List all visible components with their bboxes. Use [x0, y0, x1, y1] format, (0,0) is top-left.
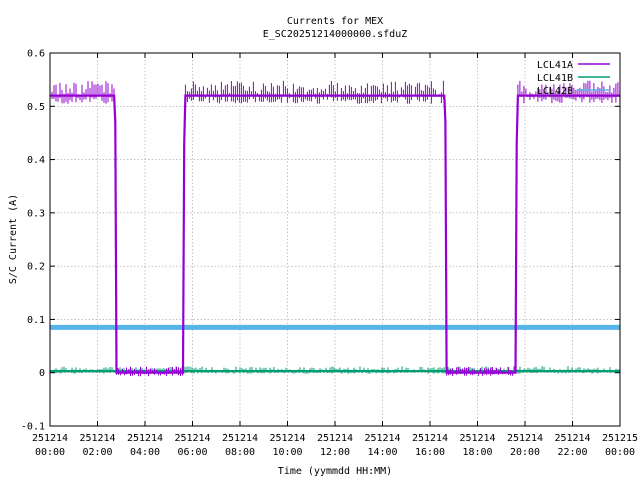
x-tick-label-date: 251214 [269, 433, 305, 444]
chart-title: Currents for MEX [287, 16, 383, 27]
y-tick-label: 0.1 [27, 315, 45, 326]
x-tick-label-time: 04:00 [130, 447, 160, 458]
x-tick-label-time: 20:00 [510, 447, 540, 458]
series-layer [49, 80, 621, 377]
axis-ticks: -0.1 0 0.1 0.2 0.3 0.4 0.5 0.6 251214 00:00 251214… [21, 49, 638, 459]
x-tick-label-time: 12:00 [320, 447, 350, 458]
x-tick-label-date: 251215 [602, 433, 638, 444]
plot-frame [49, 52, 621, 427]
x-tick-label-time: 06:00 [177, 447, 207, 458]
x-tick-label-time: 02:00 [82, 447, 112, 458]
x-tick-label-time: 08:00 [225, 447, 255, 458]
x-tick-label-date: 251214 [317, 433, 353, 444]
x-tick-label-date: 251214 [174, 433, 210, 444]
y-tick-label: 0.4 [27, 155, 45, 166]
y-tick-label: 0.5 [27, 102, 45, 113]
legend-label-lcl42b: LCL42B [537, 86, 573, 97]
x-tick-label-time: 00:00 [605, 447, 635, 458]
legend-label-lcl41b: LCL41B [537, 73, 573, 84]
legend: LCL41A LCL41B LCL42B [537, 60, 610, 97]
x-tick-label-date: 251214 [412, 433, 448, 444]
x-tick-label-date: 251214 [222, 433, 258, 444]
x-tick-label-date: 251214 [459, 433, 495, 444]
x-tick-label-date: 251214 [127, 433, 163, 444]
x-tick-label-time: 10:00 [272, 447, 302, 458]
y-tick-label: 0.2 [27, 262, 45, 273]
x-tick-label-time: 22:00 [557, 447, 587, 458]
y-tick-label: 0 [39, 368, 45, 379]
y-tick-label: 0.3 [27, 208, 45, 219]
x-tick-label-date: 251214 [507, 433, 543, 444]
y-axis-label: S/C Current (A) [8, 194, 19, 284]
x-tick-label-date: 251214 [32, 433, 68, 444]
y-tick-label: -0.1 [21, 422, 45, 433]
x-tick-label-date: 251214 [79, 433, 115, 444]
legend-label-lcl41a: LCL41A [537, 60, 573, 71]
x-tick-label-date: 251214 [554, 433, 590, 444]
x-axis-label: Time (yymmdd HH:MM) [278, 466, 392, 477]
y-tick-label: 0.6 [27, 49, 45, 60]
x-tick-label-time: 18:00 [462, 447, 492, 458]
chart-subtitle: E_SC20251214000000.sfduZ [263, 29, 408, 40]
series-line [50, 94, 620, 374]
x-tick-label-date: 251214 [364, 433, 400, 444]
x-tick-label-time: 14:00 [367, 447, 397, 458]
x-tick-label-time: 00:00 [35, 447, 65, 458]
x-tick-label-time: 16:00 [415, 447, 445, 458]
series-lcl42b [49, 324, 621, 330]
